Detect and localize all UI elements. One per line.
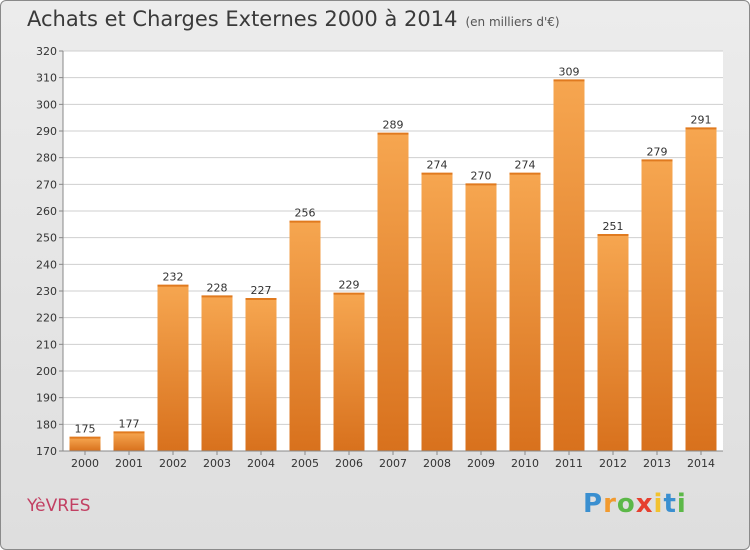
x-tick-label: 2013 — [643, 457, 671, 470]
data-label: 289 — [383, 119, 404, 132]
data-label: 274 — [427, 159, 448, 172]
data-label: 177 — [119, 417, 140, 430]
y-tick-label: 260 — [36, 205, 57, 218]
logo-letter: t — [663, 489, 677, 519]
x-tick-label: 2008 — [423, 457, 451, 470]
data-label: 227 — [251, 284, 272, 297]
x-tick-label: 2007 — [379, 457, 407, 470]
bar — [377, 133, 409, 451]
commune-name: YèVRES — [27, 496, 91, 516]
data-label: 270 — [471, 169, 492, 182]
logo-letter: o — [616, 489, 636, 519]
y-tick-label: 230 — [36, 285, 57, 298]
bar — [289, 221, 321, 451]
data-label: 229 — [339, 279, 360, 292]
x-tick-label: 2003 — [203, 457, 231, 470]
bar — [553, 80, 585, 451]
bar — [69, 437, 101, 451]
logo-letter: P — [583, 489, 604, 519]
data-label: 228 — [207, 281, 228, 294]
y-tick-label: 250 — [36, 232, 57, 245]
bar — [201, 296, 233, 451]
y-tick-label: 200 — [36, 365, 57, 378]
x-tick-label: 2005 — [291, 457, 319, 470]
y-tick-label: 290 — [36, 125, 57, 138]
y-tick-label: 180 — [36, 418, 57, 431]
x-tick-label: 2000 — [71, 457, 99, 470]
y-tick-label: 280 — [36, 152, 57, 165]
x-tick-label: 2010 — [511, 457, 539, 470]
data-label: 291 — [691, 113, 712, 126]
x-tick-label: 2012 — [599, 457, 627, 470]
x-tick-label: 2006 — [335, 457, 363, 470]
logo-letter: i — [653, 489, 664, 519]
y-tick-label: 190 — [36, 392, 57, 405]
data-label: 232 — [163, 271, 184, 284]
chart-title-block: Achats et Charges Externes 2000 à 2014 (e… — [27, 7, 560, 31]
bar — [157, 285, 189, 451]
chart-subtitle: (en milliers d'€) — [465, 15, 560, 29]
bar — [509, 173, 541, 451]
logo-letter: x — [635, 489, 654, 519]
y-tick-label: 170 — [36, 445, 57, 458]
y-tick-label: 300 — [36, 98, 57, 111]
x-tick-label: 2001 — [115, 457, 143, 470]
x-tick-label: 2009 — [467, 457, 495, 470]
data-label: 279 — [647, 145, 668, 158]
proxiti-logo: Proxiti — [583, 489, 687, 519]
bar — [421, 173, 453, 451]
bar — [641, 160, 673, 452]
x-tick-label: 2011 — [555, 457, 583, 470]
data-label: 251 — [603, 220, 624, 233]
bar — [333, 293, 365, 451]
y-tick-label: 210 — [36, 338, 57, 351]
y-tick-label: 270 — [36, 178, 57, 191]
y-tick-label: 310 — [36, 72, 57, 85]
y-tick-label: 220 — [36, 312, 57, 325]
y-tick-label: 240 — [36, 258, 57, 271]
data-label: 309 — [559, 65, 580, 78]
y-tick-label: 320 — [36, 45, 57, 58]
data-label: 175 — [75, 423, 96, 436]
logo-letter: i — [676, 489, 687, 519]
chart-title: Achats et Charges Externes 2000 à 2014 — [27, 7, 458, 31]
x-tick-label: 2014 — [687, 457, 715, 470]
data-label: 274 — [515, 159, 536, 172]
data-label: 256 — [295, 207, 316, 220]
x-tick-label: 2002 — [159, 457, 187, 470]
bar — [465, 184, 497, 452]
x-tick-label: 2004 — [247, 457, 275, 470]
bar — [245, 299, 277, 451]
bar — [685, 128, 717, 451]
bar — [113, 432, 145, 451]
bar — [597, 235, 629, 451]
logo-letter: r — [603, 489, 617, 519]
